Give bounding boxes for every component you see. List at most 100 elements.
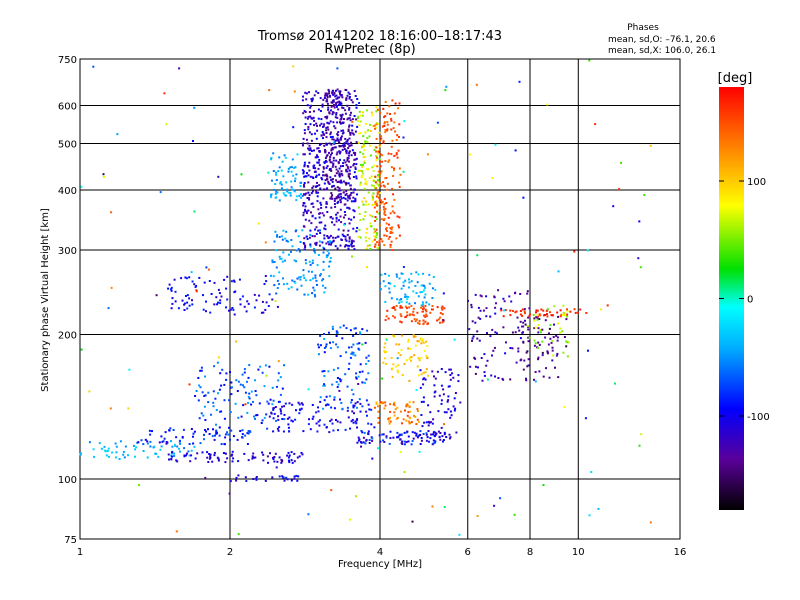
data-point: [363, 215, 366, 217]
data-point: [375, 126, 377, 129]
y-tick-label: 100: [58, 475, 77, 486]
data-point: [302, 172, 305, 175]
data-point: [383, 234, 386, 237]
data-point: [475, 365, 477, 368]
data-point: [332, 141, 335, 144]
data-point: [241, 436, 244, 439]
data-point: [514, 311, 517, 314]
data-point: [369, 130, 372, 132]
data-point: [312, 116, 315, 119]
data-point: [560, 313, 563, 316]
data-point: [330, 197, 333, 200]
data-point: [416, 311, 419, 314]
data-point: [324, 148, 326, 151]
data-point: [413, 431, 416, 434]
data-point: [356, 125, 359, 128]
data-point: [311, 99, 314, 101]
data-point: [392, 127, 395, 130]
data-point: [305, 92, 308, 95]
data-point: [438, 435, 441, 438]
data-point: [345, 152, 348, 155]
y-tick-label: 500: [58, 140, 77, 151]
data-point: [329, 156, 332, 158]
data-point: [383, 212, 386, 215]
data-point: [309, 245, 312, 248]
data-point: [399, 354, 402, 357]
data-point: [556, 339, 559, 342]
data-point: [363, 161, 366, 164]
data-point: [365, 231, 368, 234]
data-point: [322, 132, 325, 135]
data-point: [327, 370, 330, 373]
data-point: [382, 107, 385, 110]
data-point: [344, 109, 347, 112]
data-point: [343, 144, 346, 147]
data-point: [424, 378, 427, 381]
data-point: [561, 330, 564, 333]
data-point: [209, 455, 212, 458]
data-point: [434, 431, 437, 434]
data-point: [357, 206, 360, 209]
data-point: [315, 156, 318, 159]
data-point: [207, 268, 210, 271]
data-point: [429, 421, 432, 424]
data-point: [319, 212, 321, 215]
data-point: [395, 237, 398, 240]
data-point: [184, 302, 186, 305]
data-point: [494, 375, 496, 378]
data-point: [293, 460, 296, 463]
data-point: [314, 295, 317, 298]
data-point: [88, 441, 91, 444]
data-point: [159, 448, 162, 451]
data-point: [313, 124, 316, 127]
data-point: [328, 431, 331, 434]
data-point: [190, 428, 193, 430]
data-point: [423, 314, 426, 317]
data-point: [350, 243, 353, 246]
data-point: [338, 141, 341, 144]
data-point: [305, 175, 308, 178]
data-point: [323, 370, 326, 372]
data-point: [514, 331, 517, 334]
data-point: [537, 346, 539, 349]
data-point: [266, 400, 269, 403]
data-point: [290, 250, 292, 253]
data-point: [339, 92, 341, 94]
data-point: [354, 95, 357, 97]
data-point: [317, 229, 320, 232]
data-point: [324, 224, 327, 227]
data-point: [352, 404, 355, 407]
data-point: [225, 372, 228, 375]
data-point: [453, 409, 456, 412]
data-point: [420, 356, 423, 359]
data-point: [533, 339, 536, 342]
data-point: [396, 369, 399, 372]
data-point: [342, 129, 345, 132]
data-point: [415, 423, 418, 425]
data-point: [319, 419, 321, 422]
data-point: [180, 277, 183, 280]
data-point: [519, 293, 522, 295]
data-point: [210, 293, 213, 295]
data-point: [313, 235, 316, 238]
data-point: [255, 477, 258, 480]
data-point: [303, 225, 306, 228]
data-point: [374, 127, 376, 130]
data-point: [471, 339, 473, 342]
data-point: [392, 334, 395, 337]
data-point: [424, 320, 427, 323]
data-point: [232, 308, 235, 311]
data-point: [522, 321, 525, 324]
data-point: [468, 153, 471, 156]
data-point: [494, 331, 497, 334]
data-point: [359, 236, 362, 239]
data-point: [345, 170, 348, 173]
data-point: [362, 218, 365, 221]
data-point: [334, 146, 337, 149]
data-point: [332, 162, 335, 165]
data-point: [327, 403, 330, 406]
data-point: [375, 155, 377, 157]
data-point: [315, 232, 318, 235]
data-point: [340, 179, 342, 182]
data-point: [165, 123, 168, 126]
